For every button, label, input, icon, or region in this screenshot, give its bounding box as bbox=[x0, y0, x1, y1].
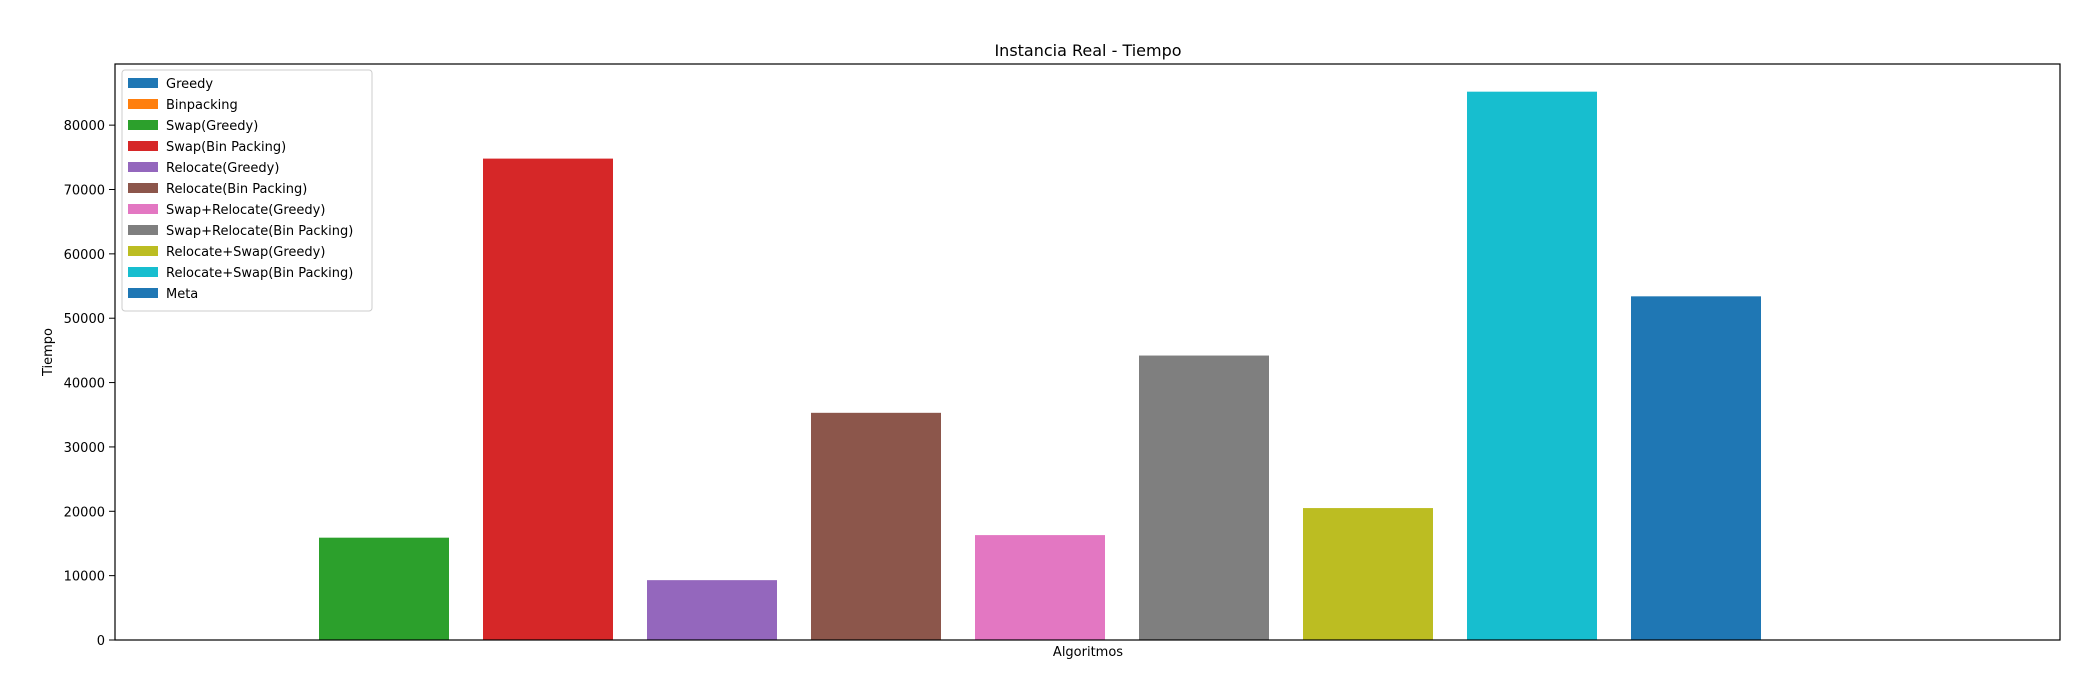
legend-label: Swap(Bin Packing) bbox=[166, 140, 286, 155]
bar-11 bbox=[1631, 296, 1761, 640]
legend-swatch bbox=[128, 225, 158, 235]
legend-label: Relocate+Swap(Bin Packing) bbox=[166, 266, 353, 281]
legend-swatch bbox=[128, 120, 158, 130]
legend-swatch bbox=[128, 99, 158, 109]
bar-3 bbox=[319, 537, 449, 640]
bar-10 bbox=[1467, 91, 1597, 640]
bar-8 bbox=[1139, 355, 1269, 640]
legend-label: Relocate(Bin Packing) bbox=[166, 182, 307, 197]
legend-label: Binpacking bbox=[166, 98, 238, 113]
y-tick-label: 80000 bbox=[64, 119, 105, 134]
legend-swatch bbox=[128, 141, 158, 151]
y-tick-label: 60000 bbox=[64, 248, 105, 263]
plot-frame bbox=[114, 63, 2061, 641]
legend-swatch bbox=[128, 246, 158, 256]
y-tick-label: 40000 bbox=[64, 377, 105, 392]
y-tick-label: 0 bbox=[97, 634, 105, 649]
legend-label: Relocate(Greedy) bbox=[166, 161, 279, 176]
y-tick-label: 50000 bbox=[64, 312, 105, 327]
legend-swatch bbox=[128, 78, 158, 88]
y-tick-label: 70000 bbox=[64, 183, 105, 198]
legend-label: Greedy bbox=[166, 77, 213, 92]
x-axis-label: Algoritmos bbox=[1053, 645, 1123, 660]
bar-5 bbox=[647, 580, 777, 640]
legend-swatch bbox=[128, 267, 158, 277]
legend-label: Swap+Relocate(Greedy) bbox=[166, 203, 325, 218]
legend: Greedy Binpacking Swap(Greedy) Swap(Bin Pac… bbox=[121, 69, 373, 312]
bar-6 bbox=[811, 412, 941, 640]
legend-swatch bbox=[128, 204, 158, 214]
y-axis-label: Tiempo bbox=[41, 328, 56, 377]
y-axis: 0 10000 20000 30000 40000 50000 60000 70000 8000… bbox=[64, 119, 115, 649]
chart-title: Instancia Real - Tiempo bbox=[994, 41, 1181, 60]
legend-swatch bbox=[128, 162, 158, 172]
bar-9 bbox=[1303, 508, 1433, 640]
y-tick-label: 30000 bbox=[64, 441, 105, 456]
legend-frame bbox=[121, 69, 373, 312]
legend-label: Relocate+Swap(Greedy) bbox=[166, 245, 325, 260]
legend-swatch bbox=[128, 183, 158, 193]
legend-label: Swap+Relocate(Bin Packing) bbox=[166, 224, 353, 239]
bars-group bbox=[319, 91, 1761, 640]
legend-label: Swap(Greedy) bbox=[166, 119, 258, 134]
y-tick-label: 10000 bbox=[64, 570, 105, 585]
y-tick-label: 20000 bbox=[64, 505, 105, 520]
legend-swatch bbox=[128, 288, 158, 298]
bar-4 bbox=[483, 158, 613, 640]
legend-label: Meta bbox=[166, 287, 198, 302]
bar-7 bbox=[975, 535, 1105, 640]
